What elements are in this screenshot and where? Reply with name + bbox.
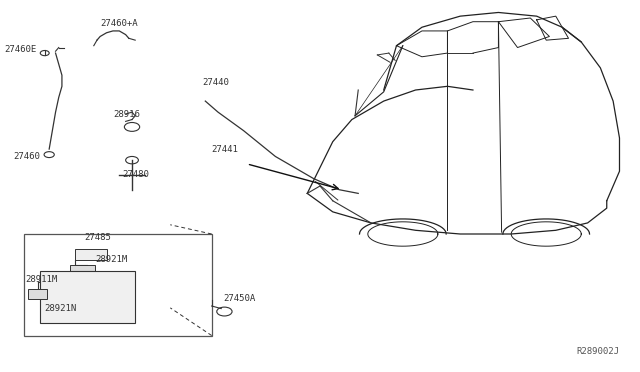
Text: 27460E: 27460E xyxy=(4,45,37,54)
Text: 27480: 27480 xyxy=(122,170,149,179)
Bar xyxy=(28,289,47,299)
Text: R289002J: R289002J xyxy=(577,347,620,356)
Text: 28911M: 28911M xyxy=(26,275,58,283)
Text: 28921M: 28921M xyxy=(96,255,128,264)
Text: 27460: 27460 xyxy=(13,152,40,161)
Text: 28921N: 28921N xyxy=(45,304,77,313)
Bar xyxy=(70,265,95,275)
Text: 28916: 28916 xyxy=(113,109,140,119)
Text: 27450A: 27450A xyxy=(223,294,255,303)
Text: 27485: 27485 xyxy=(84,233,111,242)
Text: 27460+A: 27460+A xyxy=(100,19,138,28)
Text: 27440: 27440 xyxy=(202,78,229,87)
Bar xyxy=(40,271,135,323)
Bar xyxy=(75,249,106,260)
Bar xyxy=(24,234,212,336)
Text: 27441: 27441 xyxy=(212,145,239,154)
